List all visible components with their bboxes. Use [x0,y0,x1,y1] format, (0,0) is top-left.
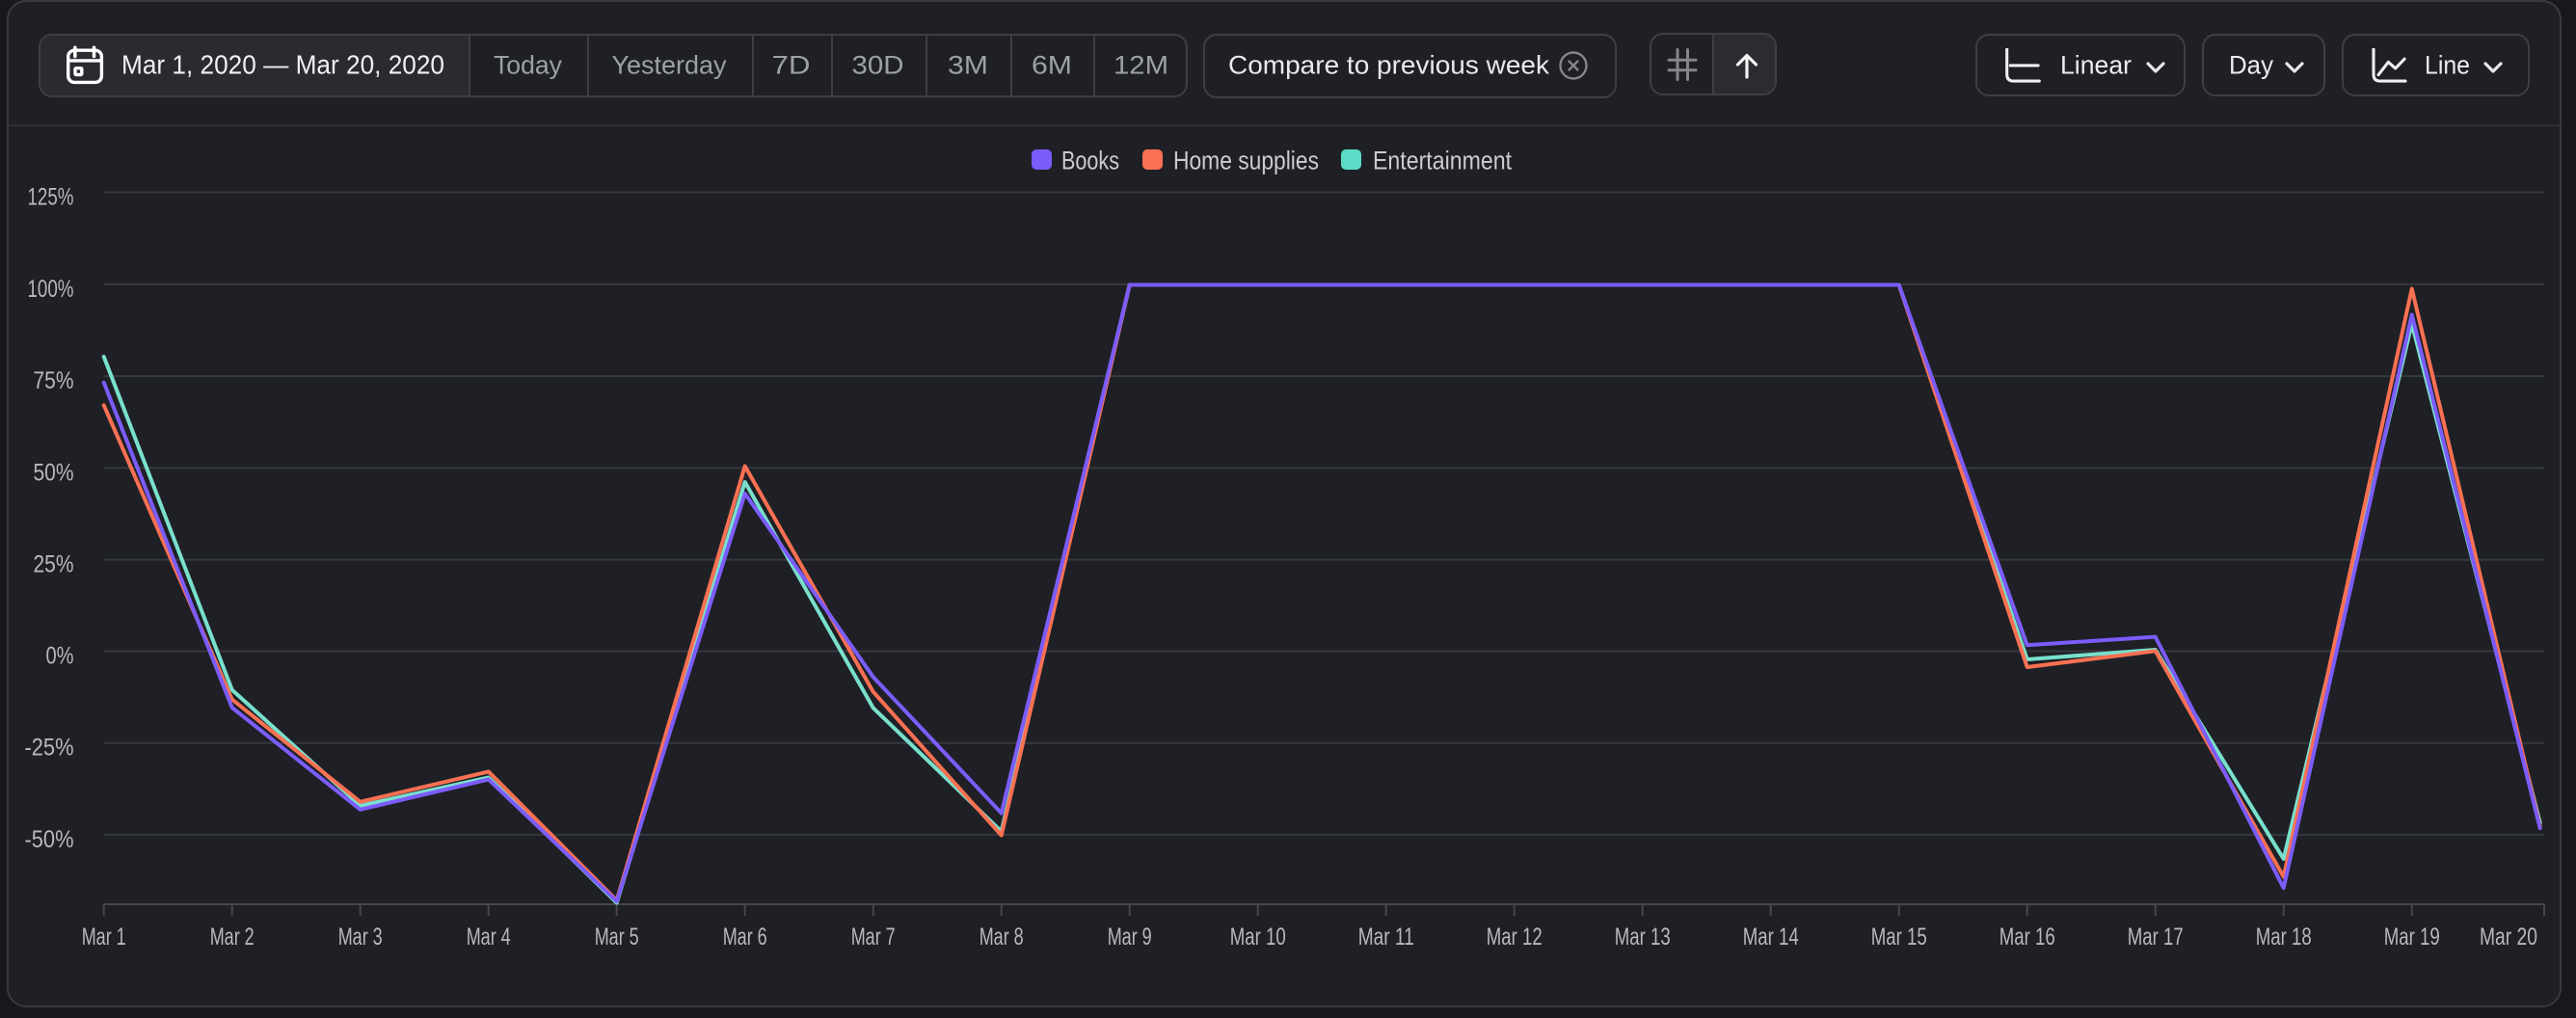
svg-text:Mar 12: Mar 12 [1487,924,1543,951]
svg-text:Mar 20: Mar 20 [2480,924,2537,951]
svg-text:6M: 6M [1032,51,1072,80]
svg-text:Today: Today [494,51,562,80]
svg-text:-25%: -25% [25,736,74,762]
svg-text:50%: 50% [34,460,74,486]
svg-text:3M: 3M [948,51,988,80]
svg-text:Entertainment: Entertainment [1373,147,1512,175]
svg-text:Mar 1: Mar 1 [82,924,126,951]
svg-text:Mar 15: Mar 15 [1871,924,1927,951]
svg-text:Mar 5: Mar 5 [595,924,639,951]
svg-text:25%: 25% [34,552,74,578]
svg-text:Mar 1, 2020 — Mar 20, 2020: Mar 1, 2020 — Mar 20, 2020 [121,50,444,80]
svg-text:125%: 125% [28,185,74,211]
svg-text:-50%: -50% [25,827,74,853]
svg-text:Mar 7: Mar 7 [851,924,896,951]
svg-text:Mar 13: Mar 13 [1615,924,1671,951]
svg-text:75%: 75% [34,368,74,394]
svg-text:Day: Day [2229,51,2273,80]
svg-text:7D: 7D [772,51,811,80]
svg-text:100%: 100% [28,277,74,303]
svg-text:12M: 12M [1114,51,1168,80]
svg-text:Mar 14: Mar 14 [1743,924,1799,951]
svg-text:Mar 6: Mar 6 [723,924,767,951]
svg-text:0%: 0% [46,644,74,670]
svg-text:Mar 18: Mar 18 [2256,924,2312,951]
svg-text:Mar 4: Mar 4 [467,924,511,951]
svg-text:Mar 3: Mar 3 [338,924,383,951]
svg-text:30D: 30D [852,51,904,80]
svg-text:Mar 10: Mar 10 [1230,924,1286,951]
svg-text:Home supplies: Home supplies [1173,147,1319,175]
svg-text:Mar 11: Mar 11 [1358,924,1414,951]
svg-text:Compare to previous week: Compare to previous week [1228,51,1550,80]
svg-text:Linear: Linear [2060,51,2132,80]
svg-text:Mar 9: Mar 9 [1108,924,1152,951]
svg-text:Mar 2: Mar 2 [210,924,255,951]
svg-text:Line: Line [2425,51,2470,80]
svg-text:Books: Books [1061,147,1119,175]
svg-text:Mar 17: Mar 17 [2128,924,2184,951]
svg-text:Mar 8: Mar 8 [979,924,1024,951]
svg-text:Mar 19: Mar 19 [2384,924,2440,951]
svg-text:Mar 16: Mar 16 [1999,924,2055,951]
svg-text:Yesterday: Yesterday [612,51,727,80]
